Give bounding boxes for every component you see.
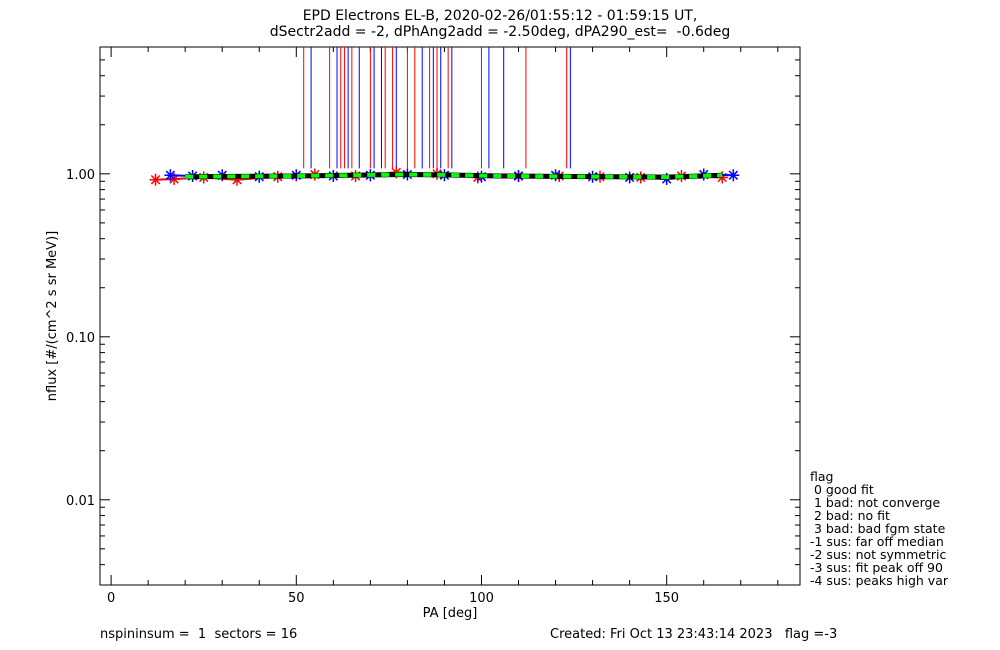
plot-frame <box>99 46 801 586</box>
legend-item: -1 sus: far off median <box>810 534 944 549</box>
legend-item: 2 bad: no fit <box>810 508 890 523</box>
legend-item: -3 sus: fit peak off 90 <box>810 560 943 575</box>
legend-header: flag <box>810 469 834 484</box>
data-point-blue <box>164 169 177 182</box>
x-tick-label: 150 <box>654 591 679 606</box>
series-line-green-dashed <box>185 172 723 180</box>
x-tick-label: 50 <box>288 591 305 606</box>
x-tick-label: 100 <box>469 591 494 606</box>
y-axis-label: nflux [#/(cm^2 s sr MeV)] <box>45 231 60 401</box>
footer-created-info: Created: Fri Oct 13 23:43:14 2023 flag =… <box>550 627 838 642</box>
data-point-blue <box>727 169 740 182</box>
flag-legend: flag 0 good fit 1 bad: not converge 2 ba… <box>810 470 948 587</box>
legend-item: -2 sus: not symmetric <box>810 547 947 562</box>
data-point-red <box>149 173 162 186</box>
legend-item: 1 bad: not converge <box>810 495 941 510</box>
chart-title: EPD Electrons EL-B, 2020-02-26/01:55:12 … <box>302 8 698 24</box>
x-tick-label: 0 <box>107 591 115 606</box>
footer-spin-info: nspininsum = 1 sectors = 16 <box>100 627 298 642</box>
y-tick-label: 1.00 <box>66 168 95 183</box>
x-axis-label: PA [deg] <box>423 606 478 621</box>
legend-item: 0 good fit <box>810 482 874 497</box>
legend-item: -4 sus: peaks high var <box>810 573 949 588</box>
y-tick-label: 0.01 <box>66 494 95 509</box>
legend-item: 3 bad: bad fgm state <box>810 521 946 536</box>
y-tick-label: 0.10 <box>66 331 95 346</box>
chart-subtitle: dSectr2add = -2, dPhAng2add = -2.50deg, … <box>269 24 731 40</box>
